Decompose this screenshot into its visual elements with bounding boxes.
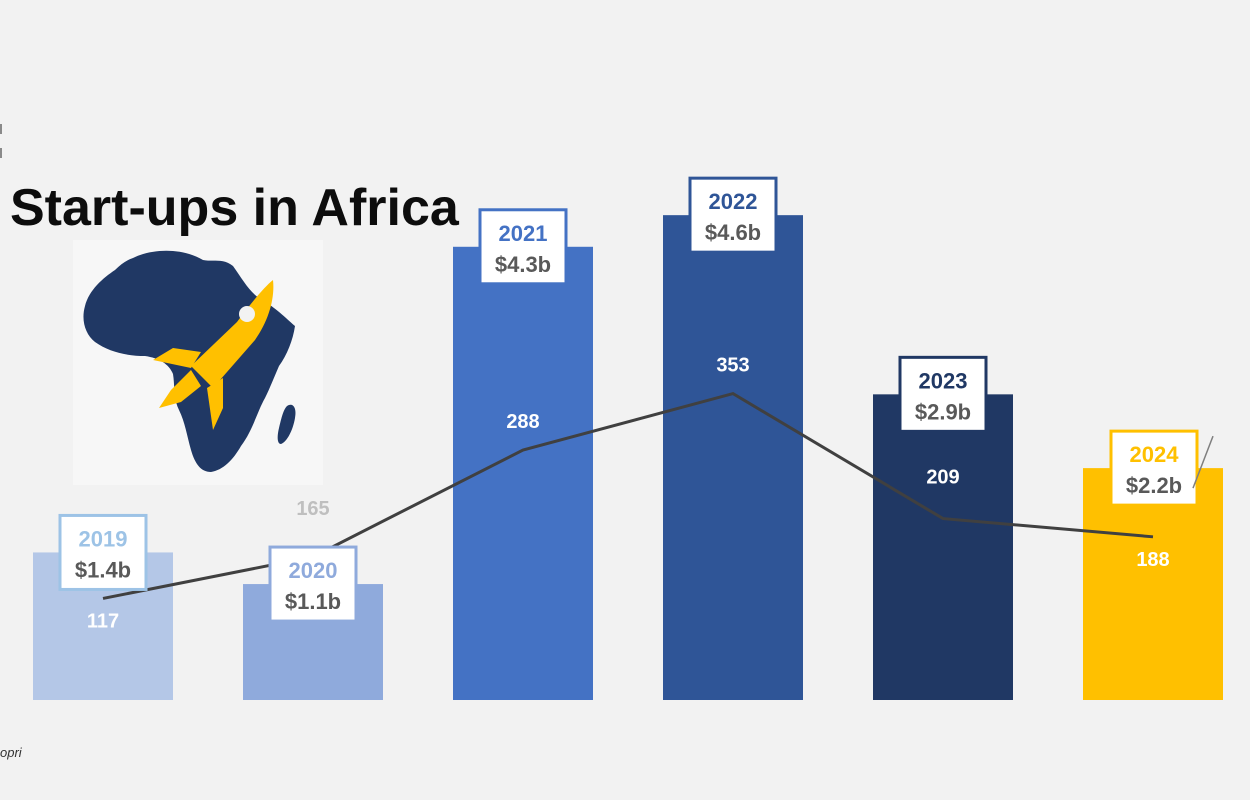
bar-label-frame-2023	[898, 355, 988, 433]
year-label-2024: 2024	[1130, 442, 1180, 467]
left-edge-mark	[0, 124, 2, 134]
bar-label-box-2024: 2024 $2.2b	[1109, 429, 1199, 507]
chart-title: Start-ups in Africa	[10, 179, 459, 237]
line-label-2019: 117	[87, 610, 119, 632]
bar-2022	[663, 215, 803, 700]
year-label-2022: 2022	[709, 189, 758, 214]
year-label-2023: 2023	[919, 368, 968, 393]
amount-label-2021: $4.3b	[495, 252, 551, 277]
madagascar-shape	[277, 404, 296, 444]
bar-label-frame-2022	[688, 176, 778, 254]
bar-label-frame-2020	[268, 545, 358, 623]
amount-label-2023: $2.9b	[915, 399, 971, 424]
bar-label-box-2020: 2020 $1.1b	[268, 545, 358, 623]
bar-label-frame-2021	[478, 208, 568, 286]
africa-rocket-icon	[73, 240, 323, 485]
line-label-2024: 188	[1136, 549, 1169, 571]
bars-group	[33, 215, 1223, 700]
amount-label-2019: $1.4b	[75, 557, 131, 582]
bar-label-box-2021: 2021 $4.3b	[478, 208, 568, 286]
line-label-2022: 353	[716, 355, 749, 377]
bar-label-box-2019: 2019 $1.4b	[58, 513, 148, 591]
bar-2024	[1083, 468, 1223, 700]
bar-label-frame-2024	[1109, 429, 1199, 507]
rocket-shape	[153, 280, 274, 430]
bar-2023	[873, 394, 1013, 700]
year-label-2020: 2020	[289, 558, 338, 583]
bar-label-box-2023: 2023 $2.9b	[898, 355, 988, 433]
left-edge-mark-2	[0, 148, 2, 158]
year-label-2019: 2019	[79, 526, 128, 551]
year-label-2021: 2021	[499, 221, 548, 246]
amount-label-2022: $4.6b	[705, 220, 761, 245]
callout-pointer	[1192, 435, 1214, 489]
amount-label-2024: $2.2b	[1126, 473, 1182, 498]
footnote-text: opri	[0, 745, 22, 760]
amount-label-2020: $1.1b	[285, 589, 341, 614]
line-label-2020: 165	[296, 498, 329, 520]
bar-label-frame-2019	[58, 513, 148, 591]
line-label-2023: 209	[926, 467, 959, 489]
bar-label-box-2022: 2022 $4.6b	[688, 176, 778, 254]
line-label-2021: 288	[506, 411, 539, 433]
